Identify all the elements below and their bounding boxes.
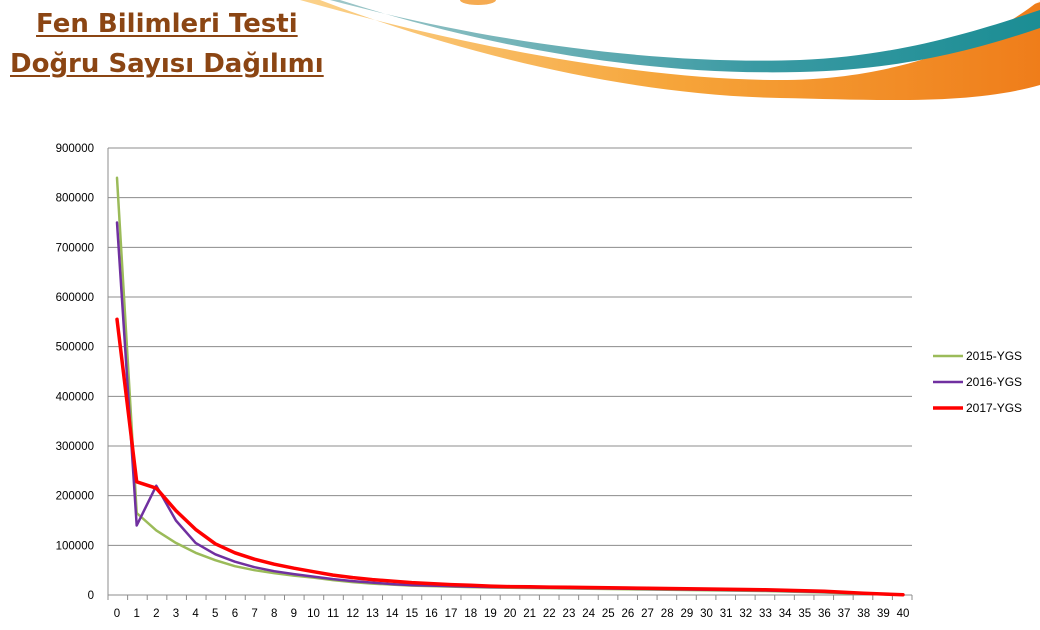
x-tick-label: 9 [291,608,297,620]
x-tick-label: 18 [464,608,477,620]
x-tick-label: 25 [602,608,615,620]
x-tick-label: 39 [877,608,890,620]
x-tick-label: 22 [543,608,556,620]
y-tick-label: 500000 [56,342,94,354]
series-line-2017-ygs [115,317,905,597]
x-tick-label: 40 [897,608,910,620]
x-tick-label: 35 [798,608,811,620]
gridlines [107,147,912,596]
x-tick-label: 23 [563,608,576,620]
x-tick-label: 37 [838,608,851,620]
x-tick-label: 7 [251,608,257,620]
decorative-swoosh-banner [300,0,1040,101]
title-line-2: Doğru Sayısı Dağılımı [10,49,324,79]
x-tick-label: 8 [271,608,277,620]
series-line-2015-ygs [115,176,905,596]
y-tick-label: 900000 [56,143,94,155]
y-tick-label: 600000 [56,292,94,304]
series-lines [115,176,905,597]
x-tick-label: 11 [327,608,339,620]
x-tick-label: 5 [212,608,218,620]
x-tick-label: 1 [133,608,139,620]
x-tick-label: 33 [759,608,772,620]
x-tick-label: 2 [153,608,159,620]
x-tick-label: 29 [680,608,693,620]
x-tick-label: 15 [405,608,418,620]
x-tick-label: 27 [641,608,654,620]
x-tick-label: 12 [346,608,359,620]
chart-legend: 2015-YGS 2016-YGS 2017-YGS [933,349,1022,415]
x-tick-label: 38 [857,608,870,620]
series-line-2016-ygs [115,221,905,597]
x-tick-label: 26 [622,608,635,620]
x-tick-label: 16 [425,608,438,620]
legend-label: 2015-YGS [966,349,1022,363]
legend-label: 2016-YGS [966,375,1022,389]
x-tick-label: 17 [445,608,458,620]
x-tick-label: 3 [173,608,179,620]
title-line-1: Fen Bilimleri Testi [36,9,298,39]
x-tick-label: 21 [523,608,536,620]
x-tick-label: 34 [779,608,792,620]
legend-label: 2017-YGS [966,401,1022,415]
y-tick-label: 200000 [56,491,94,503]
x-tick-label: 19 [484,608,497,620]
y-tick-label: 100000 [56,540,94,552]
y-tick-label: 800000 [56,193,94,205]
x-tick-label: 20 [504,608,517,620]
x-tick-label: 30 [700,608,713,620]
y-tick-label: 400000 [56,391,94,403]
x-tick-label: 24 [582,608,595,620]
x-tick-label: 14 [386,608,399,620]
x-axis-ticks: 0 1 2 3 4 5 6 7 8 9 10 11 12 13 14 15 16 17 18 19 20 21 22 23 24… [107,595,913,620]
x-tick-label: 6 [232,608,238,620]
x-tick-label: 10 [307,608,320,620]
y-tick-label: 300000 [56,441,94,453]
x-tick-label: 31 [720,608,733,620]
slide-title: Fen Bilimleri Testi Doğru Sayısı Dağılım… [10,4,324,84]
x-tick-label: 0 [114,608,120,620]
x-tick-label: 13 [366,608,379,620]
x-tick-label: 32 [739,608,752,620]
y-axis-ticks: 0 100000 200000 300000 400000 500000 600000 700… [56,143,94,602]
x-tick-label: 4 [192,608,199,620]
x-tick-label: 36 [818,608,831,620]
y-tick-label: 0 [88,590,94,602]
x-tick-label: 28 [661,608,674,620]
y-tick-label: 700000 [56,242,94,254]
